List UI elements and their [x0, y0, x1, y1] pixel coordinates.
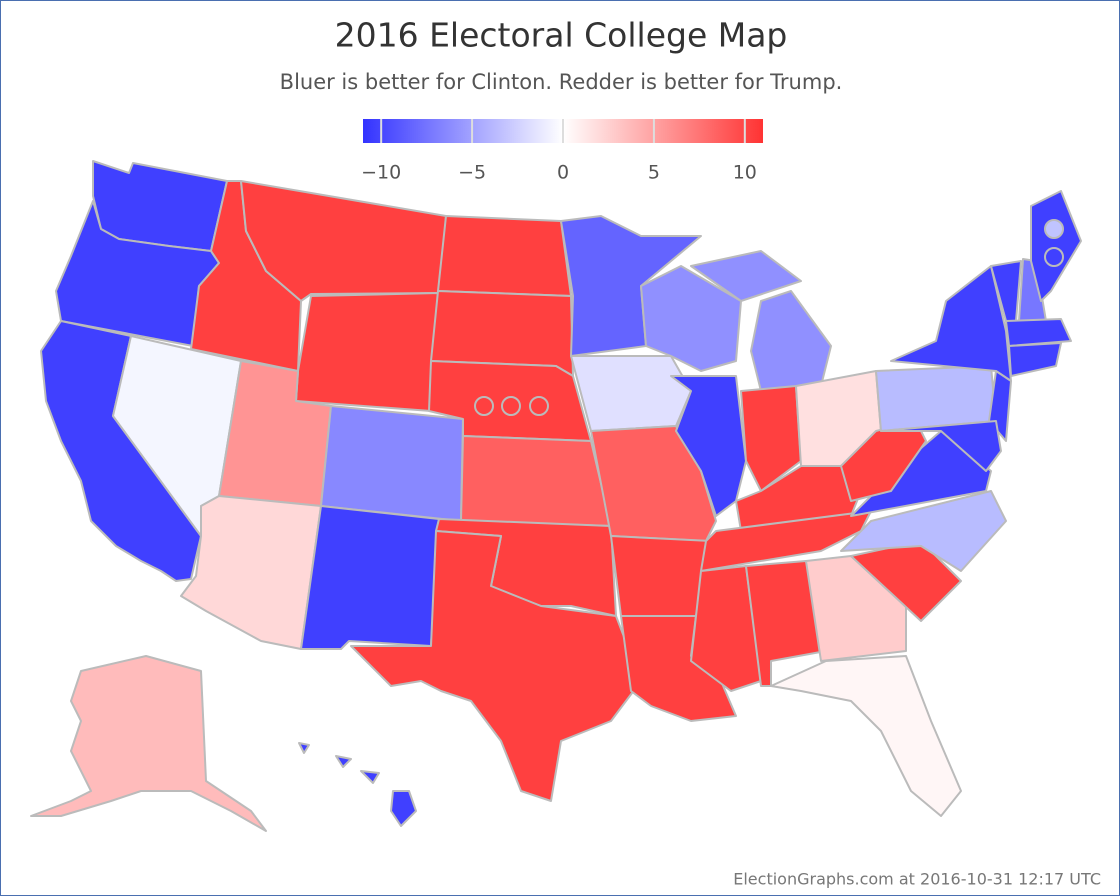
state	[880, 420, 1002, 472]
scale-tick-label: −5	[458, 162, 486, 184]
state	[770, 655, 962, 817]
district-marker	[529, 396, 549, 416]
scale-tick-label: 10	[733, 162, 757, 184]
states	[30, 160, 1082, 832]
state	[1008, 342, 1062, 377]
state	[610, 535, 712, 617]
title: 2016 Electoral College Map	[335, 16, 788, 55]
state	[350, 530, 642, 802]
district-marker	[1044, 247, 1064, 267]
state	[30, 655, 267, 832]
district-marker	[474, 396, 494, 416]
state	[690, 250, 802, 302]
state	[460, 435, 612, 527]
district-marker	[501, 396, 521, 416]
state	[805, 555, 907, 662]
state	[840, 420, 927, 502]
state	[298, 742, 310, 754]
state	[320, 405, 464, 522]
district-marker	[1044, 219, 1064, 239]
state	[670, 375, 747, 517]
state	[437, 215, 572, 297]
state	[1005, 318, 1072, 347]
scale-ticks: −10 −5 0 5 10	[361, 119, 757, 184]
state	[570, 355, 692, 432]
state	[890, 265, 1012, 382]
scale-tick-label: −10	[361, 162, 401, 184]
state	[295, 292, 439, 412]
scale-tick-label: 5	[648, 162, 660, 184]
state	[640, 265, 742, 372]
state	[750, 290, 832, 392]
state	[300, 505, 440, 650]
state	[740, 385, 802, 492]
scale-tick-label: 0	[557, 162, 569, 184]
state	[840, 490, 1007, 572]
state	[180, 495, 322, 650]
district-markers	[474, 219, 1064, 416]
state	[335, 755, 352, 768]
subtitle: Bluer is better for Clinton. Redder is b…	[280, 70, 843, 94]
state	[360, 770, 380, 784]
state	[875, 365, 997, 432]
footer: ElectionGraphs.com at 2016-10-31 12:17 U…	[733, 870, 1101, 889]
state	[390, 790, 417, 827]
state	[1030, 190, 1082, 302]
